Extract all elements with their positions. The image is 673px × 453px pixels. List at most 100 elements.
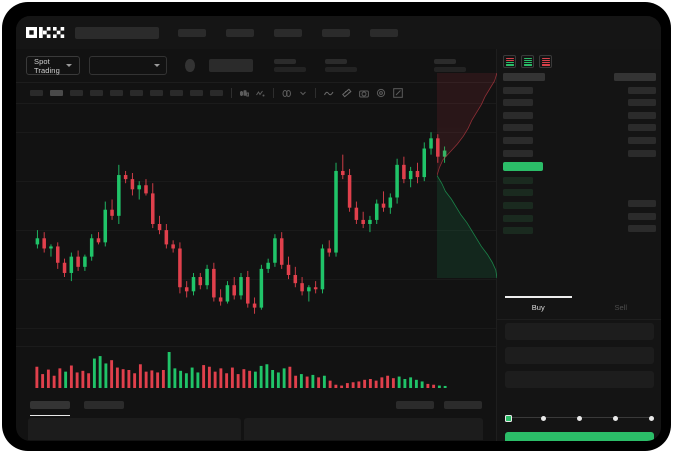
market-stat-2-value (324, 66, 357, 72)
chart-gridline (16, 132, 496, 133)
orderbook-price-column (503, 73, 545, 235)
slider-step-25[interactable] (541, 415, 546, 421)
orderbook-ask-amount (628, 99, 656, 107)
chart-gridline (16, 181, 496, 182)
timeframe-9[interactable] (190, 90, 203, 96)
indicator-icon[interactable] (256, 89, 265, 98)
orderbook-bid-row[interactable] (503, 227, 533, 235)
orderbook-bid-row[interactable] (503, 214, 533, 222)
bottom-tab-1[interactable] (30, 401, 70, 416)
toolbar-divider (231, 88, 232, 98)
chart-gridline (16, 328, 496, 329)
orderbook-ask-amount (628, 136, 656, 144)
bottom-panel-1[interactable] (28, 418, 241, 440)
bottom-tab-2[interactable] (84, 401, 124, 409)
toolbar-divider (273, 88, 274, 98)
orderbook-bid-row[interactable] (503, 176, 533, 184)
timeframe-10[interactable] (210, 90, 223, 96)
camera-icon[interactable] (359, 89, 369, 98)
timeframe-8[interactable] (170, 90, 183, 96)
line-chart-icon[interactable] (324, 89, 335, 98)
orderbook-spread-amount (628, 162, 656, 169)
chart-gridline (16, 279, 496, 280)
okx-logo[interactable] (26, 27, 66, 38)
bottom-action-2[interactable] (444, 401, 482, 409)
market-type-selector[interactable]: Spot Trading (26, 56, 81, 75)
order-field-1[interactable] (505, 323, 654, 340)
candlestick-chart[interactable] (16, 104, 496, 346)
main-nav-items (178, 28, 398, 37)
nav-item-2[interactable] (226, 28, 254, 37)
market-stat-3 (433, 59, 466, 72)
nav-item-1[interactable] (178, 28, 206, 37)
orderbook-ask-amount (628, 124, 656, 132)
global-search-input[interactable] (75, 26, 159, 39)
toolbar-divider (315, 88, 316, 98)
orderbook-bid-amount (628, 187, 656, 194)
timeframe-4[interactable] (90, 90, 103, 96)
chart-toolbar (16, 83, 496, 104)
orderbook-bid-row[interactable] (503, 201, 533, 209)
chevron-down-icon[interactable] (299, 89, 307, 97)
timeframe-3[interactable] (70, 90, 83, 96)
device-screen: Spot Trading (16, 16, 661, 441)
bottom-panel-2[interactable] (244, 418, 483, 440)
slider-step-100[interactable] (649, 415, 654, 421)
order-field-2[interactable] (505, 347, 654, 364)
market-stat-3-label (433, 59, 456, 64)
orderbook-ask-row[interactable] (503, 136, 533, 144)
tab-sell[interactable]: Sell (614, 303, 627, 312)
slider-step-75[interactable] (613, 415, 618, 421)
market-type-label: Spot Trading (34, 56, 60, 75)
timeframe-1[interactable] (30, 90, 43, 96)
chevron-down-icon (154, 64, 161, 67)
orderbook-ask-amount (628, 86, 656, 94)
orderbook-body (437, 73, 661, 278)
timeframe-2[interactable] (50, 90, 63, 96)
settings-gear-icon[interactable] (376, 88, 386, 98)
ruler-icon[interactable] (342, 88, 352, 98)
market-stat-2 (324, 59, 357, 72)
orderbook-view-bids[interactable] (521, 55, 534, 68)
orderbook-ask-row[interactable] (503, 86, 533, 94)
bottom-action-1[interactable] (396, 401, 434, 409)
orderbook-amount-column (614, 73, 656, 234)
tab-buy[interactable]: Buy (497, 296, 580, 319)
order-form-fields (497, 323, 661, 388)
timeframe-6[interactable] (130, 90, 143, 96)
market-stat-2-label (324, 59, 347, 64)
bottom-tab-actions (396, 401, 482, 409)
orderbook-bid-amount (628, 199, 656, 207)
top-navigation-bar (16, 16, 661, 49)
slider-handle[interactable] (505, 414, 512, 422)
candlestick-chart-icon[interactable] (240, 89, 249, 98)
orderbook-view-both[interactable] (503, 55, 516, 68)
orderbook-ask-row[interactable] (503, 149, 533, 157)
nav-item-3[interactable] (274, 28, 302, 37)
slider-step-50[interactable] (577, 415, 582, 421)
nav-item-4[interactable] (322, 28, 350, 37)
market-stat-1-label (273, 59, 296, 64)
fullscreen-icon[interactable] (393, 88, 403, 98)
trading-pair-selector[interactable] (89, 56, 168, 75)
chart-gridline (16, 230, 496, 231)
submit-buy-button[interactable] (505, 432, 654, 441)
timeframe-5[interactable] (110, 90, 123, 96)
compare-icon[interactable] (282, 89, 292, 98)
orderbook-ask-row[interactable] (503, 111, 533, 119)
orderbook-view-asks[interactable] (539, 55, 552, 68)
orderbook-bid-row[interactable] (503, 189, 533, 197)
orderbook-bid-amount (628, 175, 656, 182)
amount-slider[interactable] (505, 412, 654, 424)
timeframe-7[interactable] (150, 90, 163, 96)
nav-item-5[interactable] (370, 28, 398, 37)
orderbook-ask-row[interactable] (503, 124, 533, 132)
orderbook-bid-amount (628, 212, 656, 220)
orderbook-columns (497, 73, 661, 235)
market-stat-3-value (433, 66, 466, 72)
order-field-3[interactable] (505, 371, 654, 388)
orderbook-ask-row[interactable] (503, 99, 533, 107)
volume-histogram[interactable] (16, 346, 496, 394)
